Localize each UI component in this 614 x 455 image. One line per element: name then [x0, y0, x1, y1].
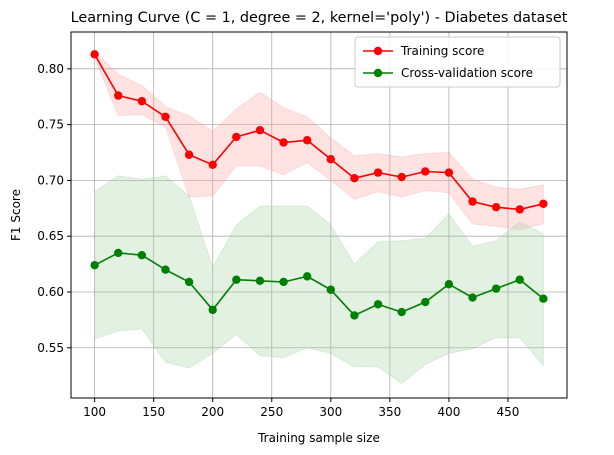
y-tick-label: 0.80 — [37, 62, 64, 76]
point-series-1 — [515, 205, 524, 214]
point-series-1 — [468, 197, 477, 206]
point-series-1 — [232, 132, 241, 142]
point-series-1 — [302, 136, 312, 145]
point-series-1 — [279, 138, 288, 147]
point-series-1 — [397, 172, 406, 182]
point-series-1 — [90, 50, 99, 59]
legend-label: Cross-validation score — [401, 66, 533, 80]
line-series-2 — [94, 252, 544, 317]
confidence-bands — [94, 49, 544, 385]
x-tick-label: 400 — [437, 405, 460, 419]
y-axis-label: F1 Score — [9, 189, 23, 241]
legend-label: Training score — [400, 44, 484, 58]
point-series-2 — [232, 275, 241, 284]
x-tick-label: 150 — [142, 405, 165, 419]
point-series-1 — [491, 202, 501, 212]
series-layer — [90, 50, 548, 320]
point-series-2 — [515, 275, 524, 284]
y-tick-label: 0.55 — [37, 341, 64, 355]
legend-marker — [373, 46, 383, 56]
legend: Training score Cross-validation score — [354, 36, 561, 88]
chart-title: Learning Curve (C = 1, degree = 2, kerne… — [71, 10, 568, 26]
point-series-1 — [373, 168, 383, 177]
point-series-2 — [468, 293, 477, 302]
point-series-2 — [255, 276, 265, 286]
x-tick-label: 200 — [201, 405, 224, 419]
plot-frame — [70, 31, 568, 399]
point-series-1 — [326, 155, 336, 164]
point-series-2 — [161, 265, 170, 274]
y-tick-label: 0.60 — [37, 285, 64, 299]
grid-layer — [71, 32, 567, 398]
line-series-1 — [93, 53, 544, 211]
point-series-2 — [491, 284, 501, 293]
point-series-1 — [208, 160, 217, 169]
x-tick-label: 300 — [319, 405, 342, 419]
y-tick-label: 0.75 — [37, 118, 64, 132]
x-tick-label: 100 — [83, 405, 106, 419]
point-series-1 — [137, 96, 147, 106]
point-series-1 — [255, 125, 265, 135]
band-series-1 — [94, 49, 544, 231]
point-series-2 — [350, 311, 359, 320]
x-tick-label: 350 — [378, 405, 401, 419]
legend-box — [354, 36, 561, 88]
point-series-2 — [279, 277, 288, 287]
point-series-2 — [421, 297, 430, 307]
point-series-1 — [539, 199, 548, 209]
y-tick-label: 0.65 — [37, 229, 64, 243]
point-series-2 — [326, 285, 336, 294]
point-series-1 — [161, 112, 170, 122]
x-tick-label: 250 — [260, 405, 283, 419]
tick-layer: 100 150 200 250 300 350 400 450 0.55 0.60 0.65 0.70… — [37, 62, 519, 419]
x-tick-label: 450 — [496, 405, 519, 419]
point-series-1 — [421, 167, 430, 176]
point-series-2 — [539, 294, 548, 303]
legend-marker — [373, 68, 383, 78]
point-series-1 — [444, 168, 454, 177]
x-axis-label: Training sample size — [257, 431, 380, 445]
point-series-2 — [444, 279, 454, 289]
point-series-2 — [373, 300, 383, 309]
point-series-1 — [184, 150, 194, 159]
point-series-2 — [90, 261, 99, 270]
point-series-1 — [114, 91, 123, 100]
point-series-2 — [137, 250, 147, 260]
point-series-2 — [302, 272, 312, 281]
y-tick-label: 0.70 — [37, 173, 64, 187]
point-series-2 — [208, 305, 217, 315]
band-series-2 — [94, 175, 544, 385]
point-series-2 — [114, 248, 123, 258]
point-series-2 — [397, 307, 406, 317]
point-series-2 — [184, 277, 194, 287]
point-series-1 — [350, 173, 359, 183]
